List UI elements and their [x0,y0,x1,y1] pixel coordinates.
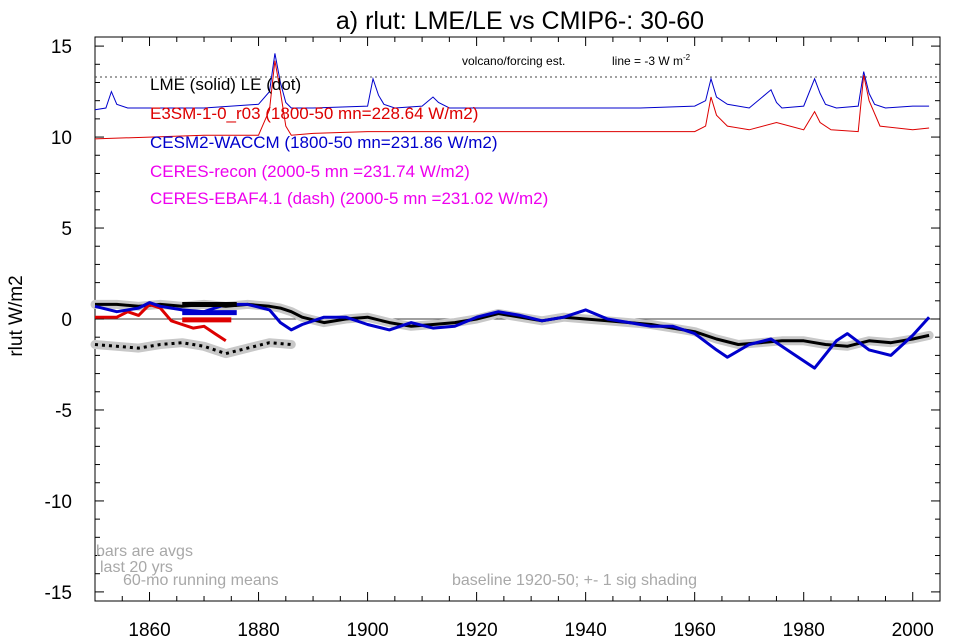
reference-line-label: line = -3 W m-2 [612,53,691,68]
avg-bars [182,301,237,323]
x-tick-label: 1880 [237,620,279,641]
legend-entry: CESM2-WACCM (1800-50 mn=231.86 W/m2) [150,133,498,152]
series-line-e3sm-1-0-r03 [95,302,227,343]
y-axis-label: rlut W/m2 [6,275,27,356]
y-tick-label: 5 [61,219,72,240]
x-tick-label: 1860 [128,620,170,641]
y-tick-label: -10 [45,492,72,513]
legend-entry: E3SM-1-0_r03 (1800-50 mn=228.64 W/m2) [150,104,478,123]
chart-title: a) rlut: LME/LE vs CMIP6-: 30-60 [336,7,704,35]
legend-entry: LME (solid) LE (dot) [150,75,301,94]
y-tick-label: -15 [45,583,72,604]
volcano-annotation: volcano/forcing est. line = -3 W m-2 [462,53,691,68]
note-bars-line1: bars are avgs [96,543,193,560]
note-running-means: 60-mo running means [123,572,279,589]
legend-entry: CERES-recon (2000-5 mn =231.74 W/m2) [150,162,470,181]
note-baseline: baseline 1920-50; +- 1 sig shading [452,572,697,589]
axis-ticks: 1860 1880 1900 1920 1940 1960 1980 2000 -15 -10 -5… [45,37,941,641]
series-line-le [94,341,292,356]
volcano-label: volcano/forcing est. [462,54,565,68]
x-tick-label: 1980 [783,620,825,641]
reference-line-label-sup: -2 [683,53,691,62]
legend-entry: CERES-EBAF4.1 (dash) (2000-5 mn =231.02 … [150,189,548,208]
x-tick-label: 1940 [565,620,607,641]
reference-line-label-text: line = -3 W m [612,54,683,68]
volcano-line [94,60,930,140]
y-tick-label: 0 [61,310,72,331]
x-tick-label: 1960 [674,620,716,641]
notes: bars are avgs last 20 yrs 60-mo running … [96,543,697,589]
y-tick-label: -5 [55,401,72,422]
volcano-line [94,53,930,111]
x-tick-label: 2000 [892,620,934,641]
y-tick-label: 10 [51,128,72,149]
x-tick-label: 1900 [346,620,388,641]
note-bars-line2: last 20 yrs [100,559,173,576]
x-tick-label: 1920 [455,620,497,641]
legend: LME (solid) LE (dot) E3SM-1-0_r03 (1800-5… [150,75,548,208]
y-tick-label: 15 [51,37,72,58]
